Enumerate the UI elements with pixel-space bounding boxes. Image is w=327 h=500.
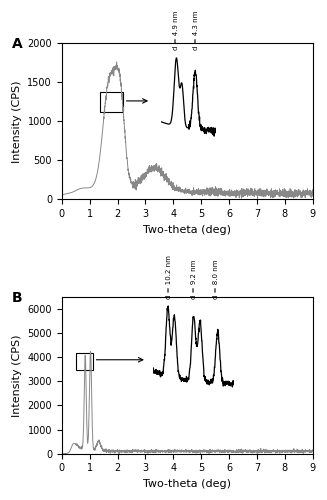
Y-axis label: Intensity (CPS): Intensity (CPS) bbox=[12, 80, 22, 162]
X-axis label: Two-theta (deg): Two-theta (deg) bbox=[143, 479, 231, 489]
Bar bbox=[100, 92, 123, 112]
Y-axis label: Intensity (CPS): Intensity (CPS) bbox=[12, 334, 22, 416]
Text: A: A bbox=[11, 37, 22, 51]
Bar bbox=[76, 353, 93, 370]
Text: B: B bbox=[11, 291, 22, 305]
X-axis label: Two-theta (deg): Two-theta (deg) bbox=[143, 224, 231, 234]
